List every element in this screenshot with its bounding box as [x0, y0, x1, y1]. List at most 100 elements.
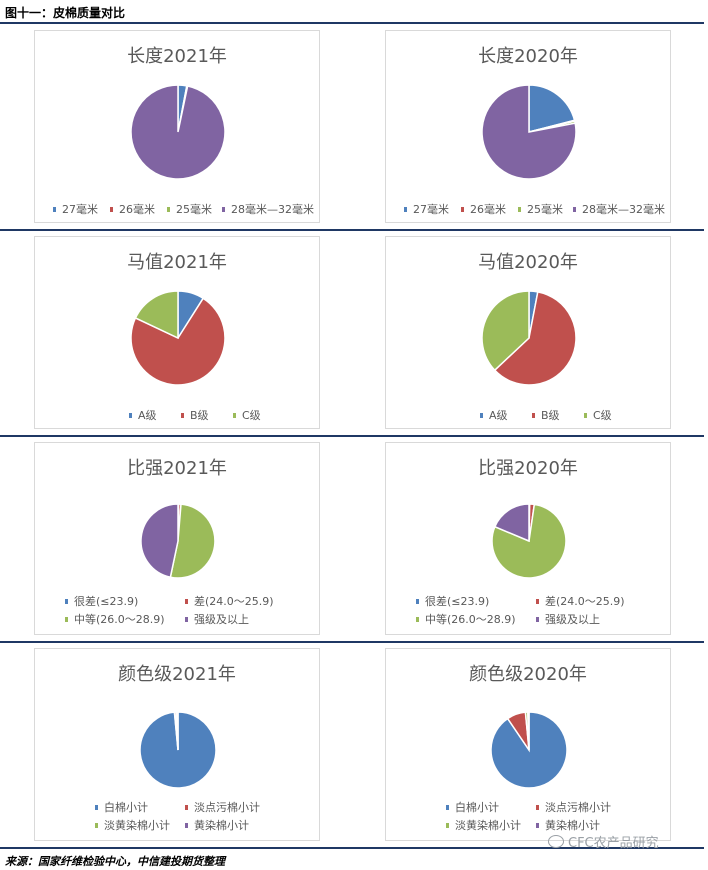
chart-title: 比强2021年 [127, 458, 227, 479]
legend-item: B级 [532, 407, 560, 423]
legend-item: 很差(≤23.9) [416, 593, 489, 609]
legend-swatch [536, 804, 539, 810]
wechat-icon [548, 835, 564, 848]
legend-swatch [461, 206, 464, 212]
pie-chart [481, 84, 577, 180]
legend-label: 强级及以上 [545, 613, 600, 626]
legend-label: C级 [593, 409, 612, 422]
legend-item: 淡点污棉小计 [536, 799, 611, 815]
legend-swatch [167, 206, 170, 212]
legend-label: A级 [138, 409, 157, 422]
chart-title: 长度2020年 [478, 46, 578, 67]
pie-chart-panel: 长度2021年 27毫米 26毫米 25毫米 28毫米—32毫米 [34, 30, 320, 223]
legend-label: 27毫米 [413, 203, 449, 216]
legend-swatch [536, 616, 539, 622]
legend-label: 白棉小计 [455, 801, 499, 814]
pie-chart-panel: 长度2020年 27毫米 26毫米 25毫米 28毫米—32毫米 [385, 30, 671, 223]
legend-label: 淡黄染棉小计 [455, 819, 521, 832]
legend-label: 25毫米 [176, 203, 212, 216]
legend-item: A级 [129, 407, 157, 423]
pie-slice [130, 84, 226, 180]
legend-swatch [233, 412, 236, 418]
pie-slice [528, 84, 576, 133]
row-divider [0, 229, 704, 231]
legend-label: 淡点污棉小计 [194, 801, 260, 814]
pie-slice [130, 297, 226, 386]
legend-label: B级 [190, 409, 209, 422]
pie-chart-panel: 马值2021年 A级 B级 C级 [34, 236, 320, 429]
pie-chart [491, 503, 567, 579]
legend-item: 中等(26.0～28.9) [416, 611, 516, 627]
pie-chart [140, 503, 216, 579]
legend-item: 26毫米 [110, 201, 155, 217]
watermark-text: CFC农产品研究 [568, 836, 659, 851]
legend-swatch [404, 206, 407, 212]
pie-chart-panel: 马值2020年 A级 B级 C级 [385, 236, 671, 429]
legend-item: 差(24.0～25.9) [185, 593, 274, 609]
legend-label: 27毫米 [62, 203, 98, 216]
legend-swatch [181, 412, 184, 418]
legend-label: 差(24.0～25.9) [545, 595, 625, 608]
legend-swatch [536, 822, 539, 828]
legend-item: 27毫米 [53, 201, 98, 217]
legend-label: 28毫米—32毫米 [231, 203, 314, 216]
legend-item: 黄染棉小计 [536, 817, 600, 833]
pie-slice [140, 503, 179, 579]
legend-swatch [446, 804, 449, 810]
legend-item: 28毫米—32毫米 [222, 201, 314, 217]
legend-item: 中等(26.0～28.9) [65, 611, 165, 627]
legend-label: A级 [489, 409, 508, 422]
pie-chart [130, 290, 226, 386]
legend-swatch [416, 598, 419, 604]
figure-title: 图十一：皮棉质量对比 [5, 6, 126, 20]
legend-swatch [129, 412, 132, 418]
legend-label: 25毫米 [527, 203, 563, 216]
legend-swatch [65, 598, 68, 604]
source-note: 来源：国家纤维检验中心，中信建投期货整理 [5, 855, 225, 868]
legend-item: 淡黄染棉小计 [95, 817, 170, 833]
legend-label: 黄染棉小计 [545, 819, 600, 832]
chart-title: 马值2020年 [478, 252, 578, 273]
pie-chart [139, 711, 217, 789]
legend-swatch [518, 206, 521, 212]
pie-chart [481, 290, 577, 386]
legend-item: 淡黄染棉小计 [446, 817, 521, 833]
legend-item: A级 [480, 407, 508, 423]
pie-slice [169, 503, 216, 579]
legend-item: 27毫米 [404, 201, 449, 217]
legend-label: 黄染棉小计 [194, 819, 249, 832]
legend-label: 26毫米 [119, 203, 155, 216]
legend-item: 强级及以上 [536, 611, 600, 627]
pie-slice [527, 711, 530, 751]
legend-label: 强级及以上 [194, 613, 249, 626]
legend-item: 强级及以上 [185, 611, 249, 627]
pie-slice [493, 503, 530, 543]
legend-label: 白棉小计 [104, 801, 148, 814]
legend-label: 淡黄染棉小计 [104, 819, 170, 832]
pie-slice [493, 290, 577, 386]
legend-item: 白棉小计 [446, 799, 499, 815]
legend-label: 中等(26.0～28.9) [425, 613, 516, 626]
chart-title: 马值2021年 [127, 252, 227, 273]
legend-item: 黄染棉小计 [185, 817, 249, 833]
chart-title: 颜色级2020年 [469, 664, 587, 685]
legend-swatch [53, 206, 56, 212]
watermark: CFC农产品研究 [548, 832, 659, 851]
legend-item: 淡点污棉小计 [185, 799, 260, 815]
row-divider [0, 641, 704, 643]
legend-swatch [222, 206, 225, 212]
legend-item: 28毫米—32毫米 [573, 201, 665, 217]
pie-chart-panel: 颜色级2020年白棉小计 淡点污棉小计淡黄染棉小计 黄染棉小计 [385, 648, 671, 841]
top-rule [0, 22, 704, 24]
pie-slice [134, 290, 179, 340]
legend-swatch [185, 616, 188, 622]
pie-chart [490, 711, 568, 789]
legend-item: C级 [584, 407, 612, 423]
legend-swatch [185, 598, 188, 604]
legend-swatch [532, 412, 535, 418]
legend-swatch [446, 822, 449, 828]
chart-title: 比强2020年 [478, 458, 578, 479]
legend-item: 25毫米 [518, 201, 563, 217]
legend-swatch [185, 822, 188, 828]
legend-swatch [536, 598, 539, 604]
